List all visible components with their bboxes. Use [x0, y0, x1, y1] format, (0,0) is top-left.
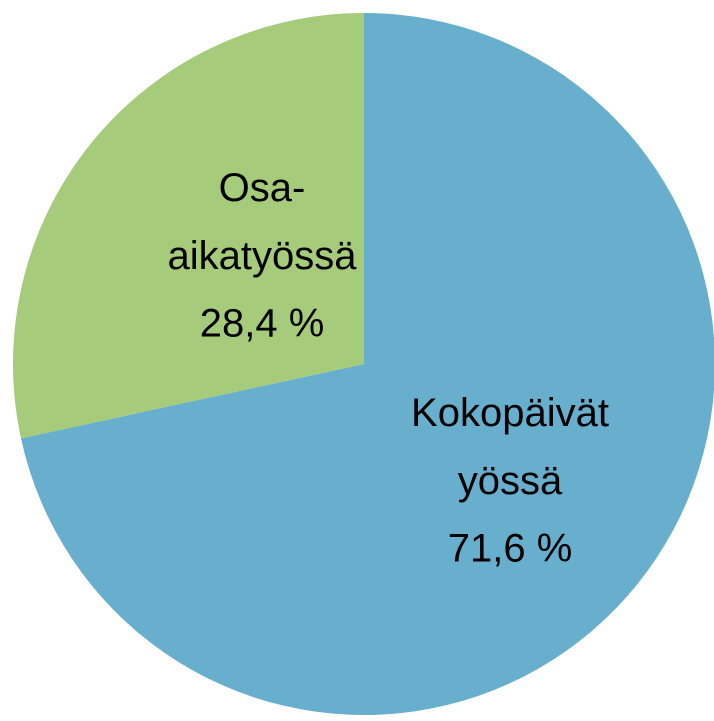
- slice-label: Kokopäivät yössä: [411, 391, 609, 503]
- pie-slice: [12, 13, 364, 439]
- slice-label: Osa-aikatyössä: [168, 166, 358, 278]
- value-label: 28,4 %: [200, 302, 325, 346]
- value-label: 71,6 %: [448, 527, 573, 571]
- pie-slice: [20, 13, 714, 715]
